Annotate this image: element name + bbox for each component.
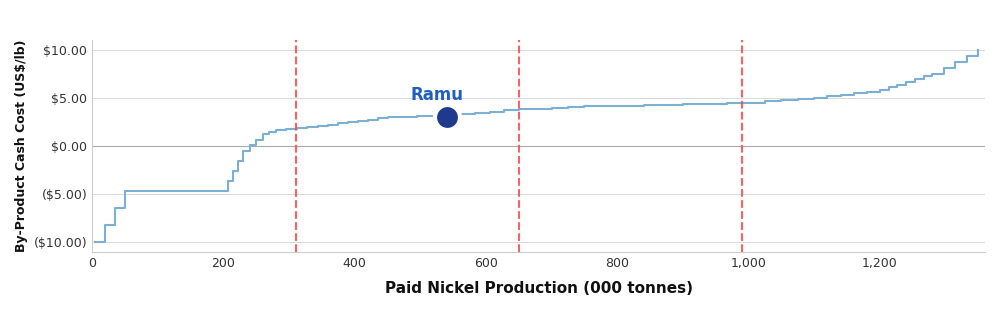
Y-axis label: By-Product Cash Cost (US$/lb): By-Product Cash Cost (US$/lb) — [15, 40, 28, 252]
X-axis label: Paid Nickel Production (000 tonnes): Paid Nickel Production (000 tonnes) — [385, 281, 693, 296]
Text: 25% of Production: 25% of Production — [240, 17, 398, 32]
Text: Ramu: Ramu — [410, 86, 463, 104]
Text: 75% of Production: 75% of Production — [635, 17, 793, 32]
Text: 50% of Production: 50% of Production — [434, 17, 591, 32]
